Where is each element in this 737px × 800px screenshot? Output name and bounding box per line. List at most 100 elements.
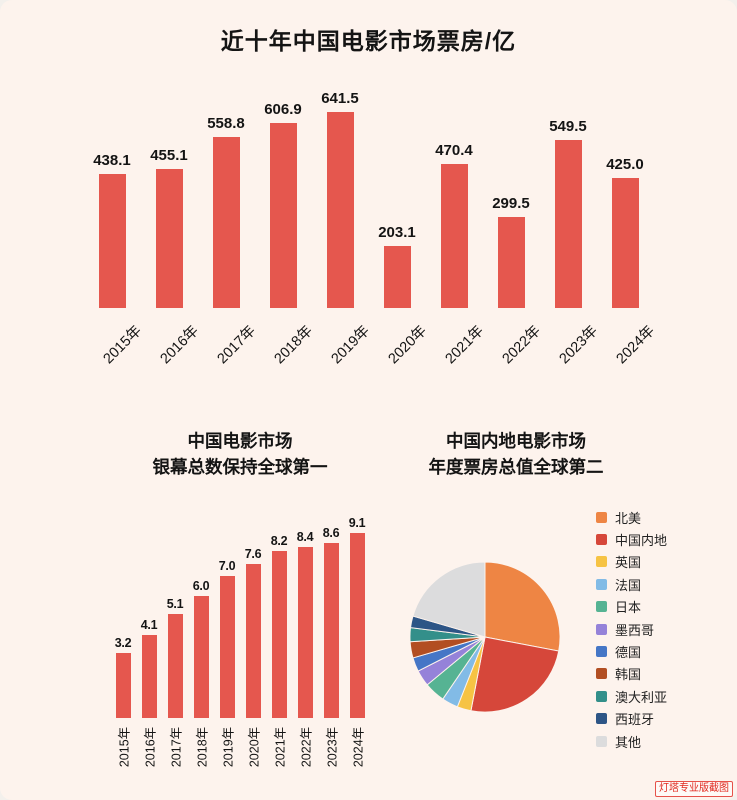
- bar-value-label: 8.4: [296, 530, 314, 545]
- bar-column: 470.4: [426, 142, 483, 308]
- bar-column: 8.4: [292, 530, 318, 718]
- bar-value-label: 549.5: [549, 118, 587, 136]
- bar-value-label: 8.6: [322, 526, 340, 541]
- legend-color-swatch: [596, 623, 607, 635]
- axis-tick-label: 2024年: [351, 726, 366, 768]
- market-share-titles: 中国内地电影市场 年度票房总值全球第二: [356, 428, 676, 480]
- bar-value-label: 558.8: [207, 115, 245, 133]
- pie-slice-北美: [484, 561, 561, 652]
- pie-legend: 北美 中国内地 英国 法国 日本 墨西哥 德国 韩国 澳大利亚 西班牙 其他: [596, 506, 667, 752]
- bar-column: 8.6: [318, 526, 344, 718]
- bar: [383, 245, 411, 308]
- screens-chart-title-line1: 中国电影市场: [187, 431, 293, 451]
- bar-column: 549.5: [540, 118, 597, 308]
- axis-tick-label: 2022年: [299, 726, 314, 768]
- bar: [269, 122, 297, 308]
- legend-color-swatch: [596, 668, 607, 680]
- bar: [326, 112, 354, 308]
- legend-item: 日本: [596, 596, 667, 618]
- bar: [440, 164, 468, 308]
- legend-label: 德国: [615, 645, 642, 661]
- axis-tick-label: 2017年: [214, 322, 259, 368]
- axis-tick-label: 2017年: [169, 726, 184, 768]
- bar-value-label: 6.0: [192, 579, 210, 593]
- legend-color-swatch: [596, 578, 607, 590]
- bar-column: 9.1: [344, 516, 370, 718]
- market-share-title-line2: 年度票房总值全球第二: [428, 457, 604, 477]
- pie-slice-其他: [412, 561, 486, 638]
- legend-item: 英国: [596, 551, 667, 573]
- bar-value-label: 455.1: [150, 147, 188, 164]
- bar-column: 4.1: [136, 618, 162, 718]
- axis-tick-label: 2024年: [613, 322, 658, 368]
- boxoffice-chart-title: 近十年中国电影市场票房/亿: [220, 28, 517, 54]
- legend-label: 西班牙: [615, 712, 655, 728]
- legend-label: 墨西哥: [615, 622, 655, 638]
- pie-and-legend: 北美 中国内地 英国 法国 日本 墨西哥 德国 韩国 澳大利亚 西班牙 其他: [409, 506, 737, 752]
- axis-tick-label: 2019年: [328, 322, 373, 368]
- bar: [141, 634, 157, 718]
- bar-value-label: 299.5: [492, 194, 530, 212]
- legend-color-swatch: [596, 556, 607, 568]
- bar: [167, 614, 183, 718]
- bar-column: 5.1: [162, 597, 188, 718]
- bar: [212, 137, 240, 308]
- bar: [323, 543, 339, 718]
- legend-item: 北美: [596, 506, 667, 528]
- legend-color-swatch: [596, 511, 607, 523]
- bar: [193, 596, 209, 718]
- axis-tick-label: 2020年: [247, 726, 262, 768]
- bar-column: 6.0: [188, 579, 214, 718]
- bar: [115, 652, 131, 718]
- bar-column: 438.1: [84, 152, 141, 308]
- bar: [297, 547, 313, 718]
- bar-column: 299.5: [483, 194, 540, 308]
- bar-value-label: 203.1: [378, 223, 416, 241]
- watermark: 灯塔专业版截图: [655, 781, 733, 797]
- legend-color-swatch: [596, 601, 607, 613]
- legend-label: 澳大利亚: [615, 689, 668, 705]
- bar-value-label: 3.2: [114, 635, 132, 650]
- legend-color-swatch: [596, 646, 607, 658]
- bar-column: 455.1: [141, 147, 198, 308]
- bar: [155, 169, 183, 308]
- bar-value-label: 4.1: [140, 617, 158, 632]
- screens-axis-labels: 2015年 2016年 2017年 2018年 2019年 2020年 2021年 2022年…: [64, 718, 416, 776]
- screens-chart-title-line2: 银幕总数保持全球第一: [152, 457, 328, 477]
- axis-tick-label: 2015年: [117, 726, 132, 768]
- legend-label: 法国: [615, 577, 642, 593]
- legend-color-swatch: [596, 534, 607, 546]
- axis-tick-label: 2016年: [157, 322, 202, 368]
- legend-color-swatch: [596, 713, 607, 725]
- bar-column: 8.2: [266, 534, 292, 718]
- bar-value-label: 8.2: [270, 534, 288, 549]
- axis-tick-label: 2018年: [271, 322, 316, 368]
- legend-item: 韩国: [596, 663, 667, 685]
- legend-item: 法国: [596, 573, 667, 595]
- bar-column: 3.2: [110, 636, 136, 718]
- bar: [554, 140, 582, 308]
- legend-label: 韩国: [615, 667, 642, 683]
- bar-column: 203.1: [369, 224, 426, 308]
- bar-column: 425.0: [597, 156, 654, 308]
- bar-column: 606.9: [255, 101, 312, 308]
- market-share-pie: [409, 561, 561, 713]
- axis-tick-label: 2016年: [143, 726, 158, 768]
- bar-value-label: 438.1: [93, 152, 131, 170]
- bar-column: 558.8: [198, 115, 255, 308]
- bar-column: 641.5: [312, 90, 369, 308]
- bar: [98, 174, 126, 308]
- legend-label: 英国: [615, 555, 642, 571]
- bar-column: 7.6: [240, 546, 266, 718]
- screens-chart: 中国电影市场 银幕总数保持全球第一 3.2 4.1 5.1 6.0 7.0 7.6 8.2 8…: [64, 402, 416, 776]
- bar-column: 7.0: [214, 559, 240, 718]
- market-share-title-line1: 中国内地电影市场: [446, 431, 586, 451]
- boxoffice-axis-labels: 2015年 2016年 2017年 2018年 2019年 2020年 2021年 2022年…: [0, 308, 737, 372]
- bar-value-label: 7.6: [244, 546, 262, 561]
- pie-slice-中国内地: [470, 636, 560, 713]
- bar: [497, 216, 525, 308]
- legend-label: 日本: [615, 600, 642, 616]
- screens-bars: 3.2 4.1 5.1 6.0 7.0 7.6 8.2 8.4 8.6 9.1: [64, 504, 416, 718]
- bar: [219, 575, 235, 718]
- legend-label: 其他: [615, 734, 642, 750]
